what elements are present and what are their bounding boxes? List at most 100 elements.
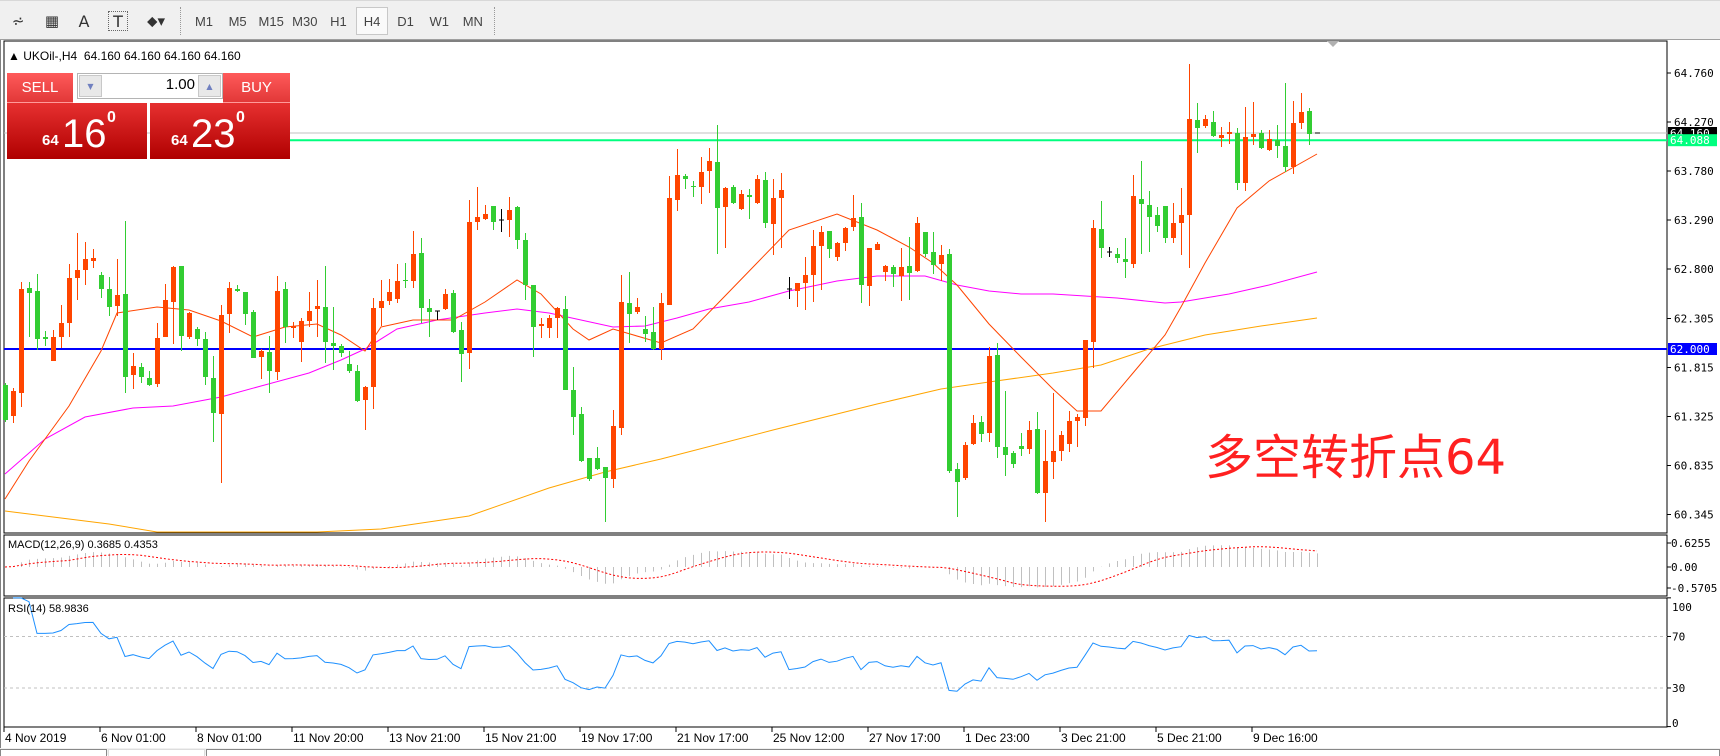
candle-body — [267, 352, 272, 371]
candle — [795, 283, 800, 307]
candle-body — [563, 309, 568, 390]
candle — [1211, 111, 1216, 137]
candle — [1099, 201, 1104, 258]
candle-body — [755, 179, 760, 203]
timeframe-w1-button[interactable]: W1 — [429, 13, 449, 29]
candle — [443, 289, 448, 310]
candle — [923, 232, 928, 257]
candle-body — [659, 303, 664, 349]
candle — [387, 279, 392, 305]
candle-body — [347, 364, 352, 371]
candle — [675, 149, 680, 211]
rsi-axis-label: 30 — [1672, 682, 1685, 695]
candle — [819, 226, 824, 290]
chart-annotation-text[interactable]: 多空转折点64 — [1205, 430, 1507, 486]
candle-body — [403, 280, 408, 281]
candle — [131, 353, 136, 389]
candle — [771, 179, 776, 255]
candle-body — [859, 217, 864, 285]
timeframe-m5-button[interactable]: M5 — [228, 13, 247, 29]
candle-body — [483, 214, 488, 219]
candle-body — [739, 194, 744, 209]
candle-body — [1147, 205, 1152, 217]
collapse-triangle-icon[interactable]: ▲ — [8, 49, 24, 63]
candle — [747, 189, 752, 219]
sell-button[interactable]: SELL — [7, 73, 73, 103]
candle — [1235, 128, 1240, 190]
candle-body — [1259, 133, 1264, 148]
arrows-tool-icon[interactable]: ⬥▾ — [146, 12, 166, 30]
chart-tab[interactable] — [0, 749, 107, 756]
rsi-pane[interactable] — [3, 597, 1668, 728]
lot-increase-arrow-icon[interactable]: ▲ — [198, 75, 221, 97]
buy-button[interactable]: BUY — [223, 73, 290, 103]
candle-body — [283, 289, 288, 327]
candle-body — [1179, 215, 1184, 223]
candle-body — [1011, 453, 1016, 464]
candle-body — [843, 228, 848, 243]
indicators-icon[interactable]: ⩫ — [11, 12, 25, 30]
candle-body — [891, 267, 896, 274]
candle — [1195, 103, 1200, 153]
candle-body — [1299, 112, 1304, 123]
price-axis-label: 63.290 — [1674, 214, 1714, 227]
chart-shift-marker-icon[interactable] — [1327, 41, 1339, 47]
macd-label: MACD(12,26,9) 0.3685 0.4353 — [8, 539, 158, 551]
candle — [1115, 248, 1120, 263]
candle-body — [1195, 120, 1200, 128]
candle-body — [203, 339, 208, 377]
chart-tab[interactable] — [108, 749, 205, 756]
timeframe-h4-button[interactable]: H4 — [356, 7, 388, 35]
candle-body — [1059, 435, 1064, 451]
lot-value[interactable]: 1.00 — [165, 76, 195, 93]
time-axis-label: 11 Nov 20:00 — [293, 731, 364, 745]
periodicity-grid-icon[interactable]: ▦ — [44, 12, 60, 30]
candle-body — [1027, 430, 1032, 449]
text-tool-icon[interactable]: A — [78, 11, 90, 31]
candle — [1251, 102, 1256, 145]
candle-body — [27, 288, 32, 293]
candle-body — [803, 275, 808, 283]
text-label-tool-icon[interactable]: T — [108, 11, 128, 31]
candle-body — [315, 306, 320, 309]
candle — [851, 195, 856, 231]
candle-body — [851, 218, 856, 227]
candle — [1091, 220, 1096, 368]
candle-body — [995, 355, 1000, 447]
candle — [979, 416, 984, 442]
sell-price-box[interactable]: 64 16 0 — [7, 103, 147, 159]
sell-pips: 16 — [62, 112, 107, 156]
candle-body — [115, 295, 120, 306]
lot-decrease-arrow-icon[interactable]: ▼ — [79, 75, 102, 97]
chart-tabs-bar — [0, 748, 1720, 756]
buy-price-box[interactable]: 64 23 0 — [150, 103, 290, 159]
timeframe-h1-button[interactable]: H1 — [330, 13, 347, 29]
candle-body — [1243, 137, 1248, 183]
candle-body — [595, 458, 600, 469]
candle — [123, 221, 128, 393]
candle — [1067, 411, 1072, 452]
candle — [59, 305, 64, 348]
timeframe-mn-button[interactable]: MN — [462, 13, 483, 29]
lot-size-input[interactable]: ▼ 1.00 ▲ — [77, 73, 223, 99]
candle — [371, 298, 376, 409]
candle-body — [867, 248, 872, 286]
candle — [947, 249, 952, 473]
candle-body — [35, 291, 40, 339]
candle — [171, 266, 176, 344]
candle-body — [363, 387, 368, 400]
candle-body — [635, 307, 640, 312]
timeframe-d1-button[interactable]: D1 — [397, 13, 414, 29]
candle — [715, 125, 720, 254]
candle — [659, 293, 664, 360]
candle — [83, 242, 88, 285]
timeframe-m1-button[interactable]: M1 — [194, 13, 214, 29]
candle — [235, 285, 240, 292]
candle-body — [899, 267, 904, 276]
candle-body — [715, 162, 720, 208]
time-axis-label: 13 Nov 21:00 — [389, 731, 461, 745]
timeframe-m30-button[interactable]: M30 — [292, 13, 318, 29]
candle-body — [331, 343, 336, 346]
timeframe-m15-button[interactable]: M15 — [258, 13, 284, 29]
